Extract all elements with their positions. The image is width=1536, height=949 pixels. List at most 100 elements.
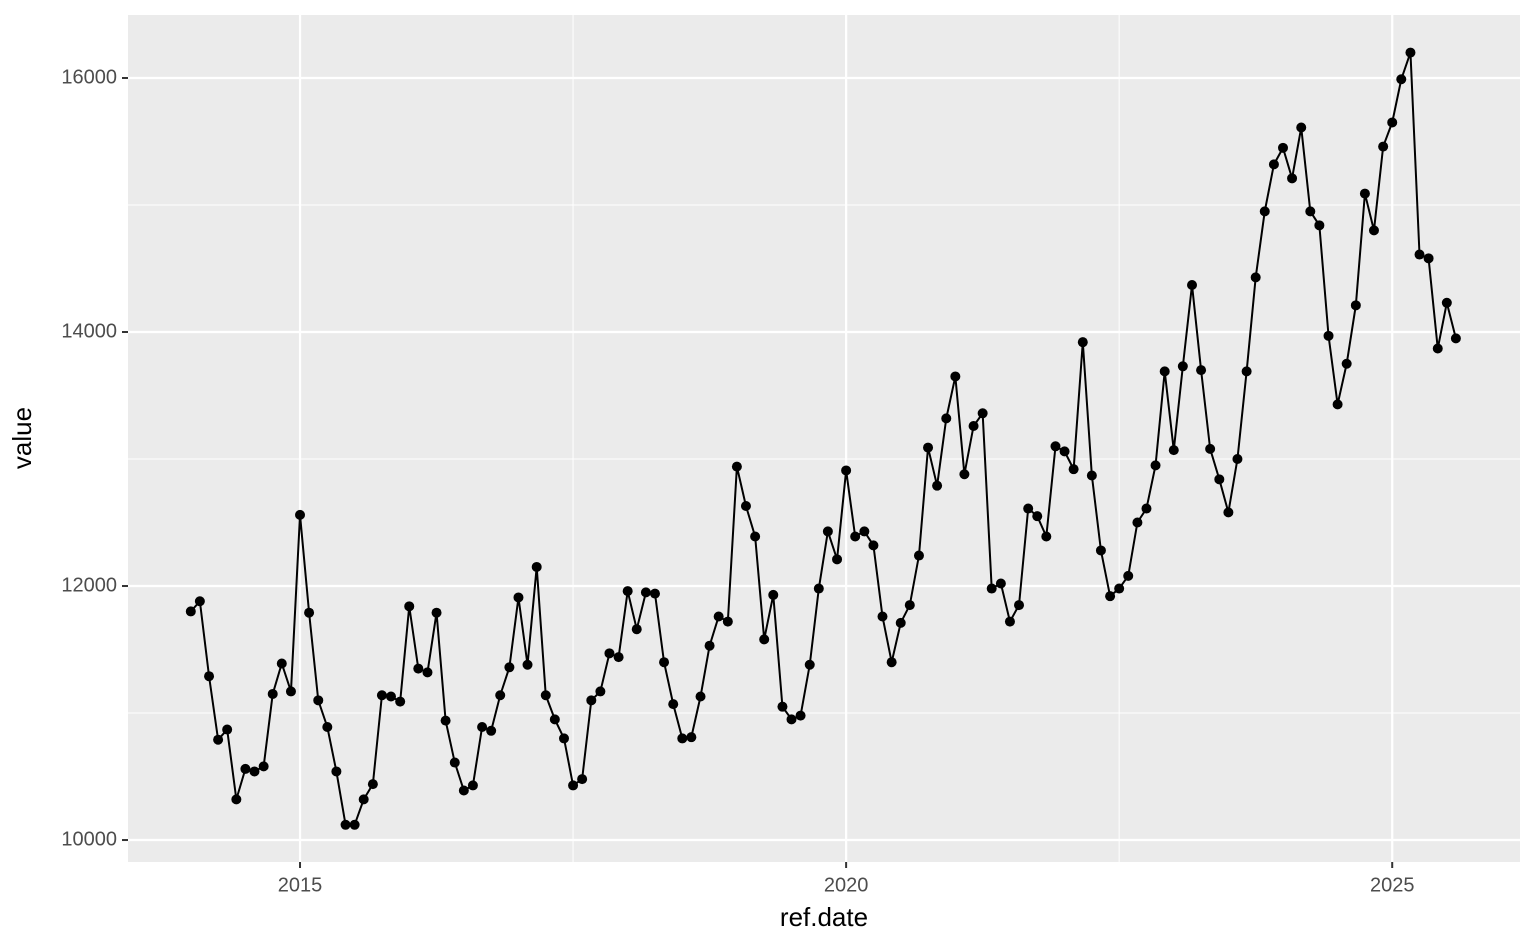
data-point [185,606,196,617]
data-point [1350,300,1361,311]
data-point [304,607,315,618]
data-point [695,691,706,702]
data-point [886,657,897,668]
data-point [1341,358,1352,369]
data-point [777,701,788,712]
y-axis-title: value [7,407,37,469]
data-point [932,480,943,491]
data-point [1114,583,1125,594]
data-point [722,616,733,627]
data-point [1450,333,1461,344]
data-point [513,592,524,603]
data-point [1105,591,1116,602]
data-point [549,714,560,725]
data-point [804,659,815,670]
data-point [331,766,342,777]
data-point [1387,117,1398,128]
data-point [258,761,269,772]
data-point [1032,511,1043,522]
data-point [1314,220,1325,231]
data-point [713,611,724,622]
data-point [1068,464,1079,475]
data-point [750,531,761,542]
data-point [877,611,888,622]
y-tick-label: 14000 [61,320,117,342]
data-point [1150,460,1161,471]
data-point [1187,280,1198,291]
data-point [1132,517,1143,528]
data-point [1277,142,1288,153]
data-point [731,461,742,472]
data-point [1396,74,1407,85]
data-point [686,732,697,743]
data-point [204,671,215,682]
data-point [677,733,688,744]
data-point [613,652,624,663]
x-tick-label: 2025 [1370,874,1415,896]
data-point [668,699,679,710]
data-point [313,695,324,706]
data-point [1259,206,1270,217]
data-point [276,658,287,669]
data-point [704,640,715,651]
data-point [486,725,497,736]
data-point [740,501,751,512]
data-point [295,509,306,520]
data-line [190,52,1457,826]
data-point [568,780,579,791]
data-point [213,734,224,745]
plot-panel [128,15,1520,862]
data-point [1214,474,1225,485]
data-point [968,420,979,431]
data-point [595,686,606,697]
data-point [868,540,879,551]
data-point [285,686,296,697]
data-point [1423,253,1434,264]
data-point [495,690,506,701]
data-point [640,587,651,598]
data-point [449,757,460,768]
data-point [850,531,861,542]
data-point [249,766,260,777]
data-point [340,819,351,830]
data-point [1432,343,1443,354]
data-point [622,586,633,597]
data-point [1168,445,1179,456]
data-point [559,733,570,744]
data-point [440,715,451,726]
data-point [1241,366,1252,377]
data-point [841,465,852,476]
y-tick-label: 16000 [61,66,117,88]
data-point [904,600,915,611]
data-point [1177,361,1188,372]
data-point [1359,188,1370,199]
data-point [422,667,433,678]
data-point [367,779,378,790]
data-point [1059,446,1070,457]
data-point [759,634,770,645]
y-tick-label: 10000 [61,828,117,850]
data-point [604,648,615,659]
data-point [1305,206,1316,217]
data-point [267,688,278,699]
data-point [458,785,469,796]
x-tick-label: 2020 [824,874,869,896]
data-point [1023,503,1034,514]
data-point [1287,173,1298,184]
data-point [413,663,424,674]
data-point [659,657,670,668]
data-point [231,794,242,805]
data-point [986,583,997,594]
data-point [959,469,970,480]
data-point [358,794,369,805]
data-point [895,617,906,628]
data-point [1250,272,1261,283]
data-point [1141,503,1152,514]
data-point [1205,443,1216,454]
x-tick-label: 2015 [278,874,323,896]
data-point [431,607,442,618]
data-point [349,819,360,830]
data-point [822,526,833,537]
data-point [322,721,333,732]
